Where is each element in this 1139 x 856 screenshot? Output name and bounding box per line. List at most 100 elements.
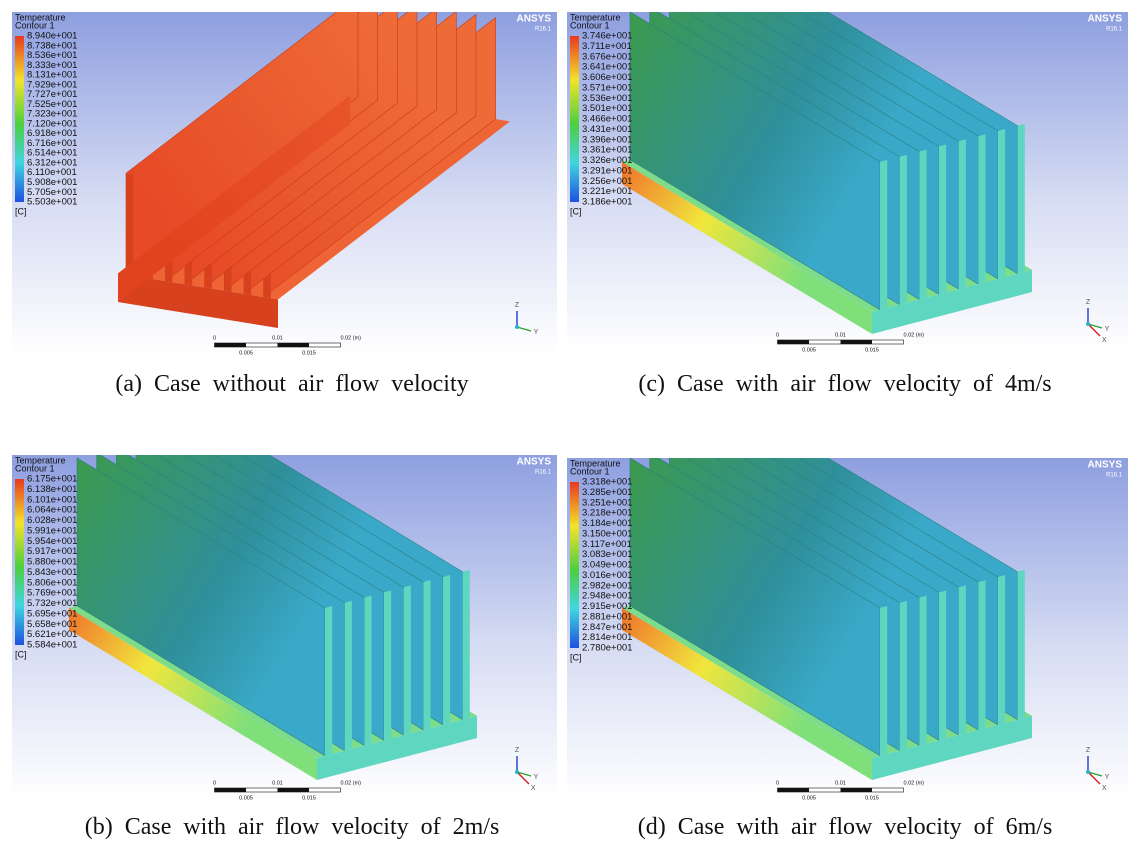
base-side xyxy=(118,95,350,303)
legend-value: 8.131e+001 xyxy=(27,70,77,81)
scale-label: 0.015 xyxy=(865,795,879,800)
version: R16.1 xyxy=(1106,27,1123,33)
brand: ANSYS xyxy=(1088,460,1123,471)
legend-value: 6.064e+001 xyxy=(27,505,77,516)
fin-end xyxy=(462,569,470,720)
axis-origin xyxy=(515,325,519,329)
fin-end xyxy=(978,580,986,730)
scale-label: 0.005 xyxy=(239,795,253,800)
legend-subtitle: Contour 1 xyxy=(15,20,55,30)
legend-subtitle: Contour 1 xyxy=(570,466,610,476)
legend-value: 3.150e+001 xyxy=(582,528,632,539)
legend-value: 3.641e+001 xyxy=(582,62,632,73)
legend-value: 5.908e+001 xyxy=(27,177,77,188)
legend-value: 6.312e+001 xyxy=(27,157,77,168)
scale-bar-segment xyxy=(840,788,872,792)
fin-end xyxy=(899,154,907,305)
legend-value: 6.110e+001 xyxy=(27,167,77,178)
legend-value: 6.918e+001 xyxy=(27,128,77,139)
legend-value: 8.940e+001 xyxy=(27,31,77,42)
legend-value: 3.606e+001 xyxy=(582,72,632,83)
legend-value: 5.917e+001 xyxy=(27,546,77,557)
legend-title: Temperature xyxy=(15,455,66,465)
axis-origin xyxy=(1086,770,1090,774)
scale-label: 0.015 xyxy=(865,347,879,352)
legend-title: Temperature xyxy=(15,12,66,22)
legend-value: 5.732e+001 xyxy=(27,598,77,609)
legend-value: 3.536e+001 xyxy=(582,93,632,104)
legend-title: Temperature xyxy=(570,12,621,22)
legend-value: 3.746e+001 xyxy=(582,31,632,42)
caption: (b) Case with air flow velocity of 2m/s xyxy=(84,814,500,840)
legend-value: 5.621e+001 xyxy=(27,629,77,640)
axis-label: X xyxy=(1102,337,1107,344)
legend-value: 2.915e+001 xyxy=(582,601,632,612)
base-front xyxy=(872,715,1032,780)
legend-value: 3.186e+001 xyxy=(582,197,632,208)
scale-bar-segment xyxy=(214,788,246,792)
version: R16.1 xyxy=(535,27,552,33)
legend-value: 3.361e+001 xyxy=(582,145,632,156)
fin-end xyxy=(997,129,1006,279)
legend-subtitle: Contour 1 xyxy=(570,20,610,30)
brand: ANSYS xyxy=(517,14,552,25)
axis-arrow xyxy=(1087,323,1103,329)
fin-end xyxy=(997,575,1006,725)
legend-value: 3.711e+001 xyxy=(582,41,632,52)
scale-label: 0.01 xyxy=(835,332,846,338)
caption: (c) Case with air flow velocity of 4m/s xyxy=(638,371,1052,397)
legend-value: 3.676e+001 xyxy=(582,51,632,62)
color-bar xyxy=(570,36,579,202)
fin-end xyxy=(919,149,927,300)
legend-unit: [C] xyxy=(570,206,582,216)
fin-end xyxy=(958,585,966,736)
scale-bar-segment xyxy=(277,343,309,347)
legend-value: 6.514e+001 xyxy=(27,148,77,159)
scale-label: 0.02 (m) xyxy=(341,780,362,786)
legend-value: 3.285e+001 xyxy=(582,487,632,498)
legend-value: 3.431e+001 xyxy=(582,124,632,135)
base-front xyxy=(872,269,1032,334)
fin-end xyxy=(423,580,431,730)
base-side xyxy=(622,607,872,780)
axis-label: X xyxy=(1102,785,1107,792)
legend-value: 3.251e+001 xyxy=(582,497,632,508)
version: R16.1 xyxy=(535,470,552,476)
legend-value: 3.184e+001 xyxy=(582,518,632,529)
legend-value: 6.028e+001 xyxy=(27,515,77,526)
fin-end xyxy=(880,606,888,756)
scale-label: 0.005 xyxy=(802,347,816,352)
legend-value: 3.256e+001 xyxy=(582,176,632,187)
legend-value: 5.806e+001 xyxy=(27,577,77,588)
fin-end xyxy=(1017,569,1025,720)
caption: (d) Case with air flow velocity of 6m/s xyxy=(637,814,1053,840)
legend-value: 7.120e+001 xyxy=(27,118,77,129)
fin-end xyxy=(383,590,392,741)
legend-value: 3.117e+001 xyxy=(582,539,632,550)
axis-label: Y xyxy=(534,329,539,336)
scale-label: 0.015 xyxy=(302,350,316,355)
legend-value: 8.333e+001 xyxy=(27,60,77,71)
legend-unit: [C] xyxy=(15,206,27,216)
legend-value: 3.326e+001 xyxy=(582,155,632,166)
scale-label: 0.02 (m) xyxy=(341,335,362,341)
fin-end xyxy=(126,173,134,276)
legend-title: Temperature xyxy=(570,458,621,468)
legend-value: 5.695e+001 xyxy=(27,608,77,619)
fin-end xyxy=(938,144,947,295)
legend-unit: [C] xyxy=(570,652,582,662)
fin-end xyxy=(958,139,966,290)
fin-end xyxy=(325,606,333,756)
scale-label: 0.02 (m) xyxy=(904,780,925,786)
axis-label: Y xyxy=(1105,326,1110,333)
fin-end xyxy=(344,600,352,751)
legend-value: 3.218e+001 xyxy=(582,508,632,519)
base-front xyxy=(118,273,278,328)
axis-label: Y xyxy=(534,774,539,781)
fin-end xyxy=(1017,123,1025,274)
legend-value: 5.705e+001 xyxy=(27,187,77,198)
axis-origin xyxy=(1086,322,1090,326)
